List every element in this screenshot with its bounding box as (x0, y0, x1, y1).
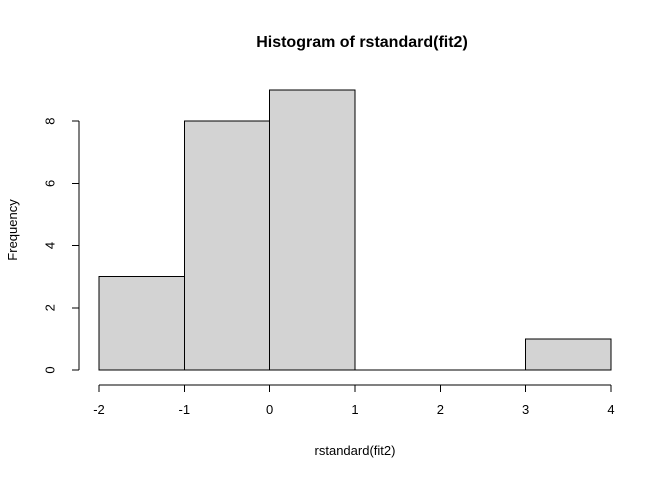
histogram-bar (269, 89, 356, 371)
x-axis: -2 -1 0 1 2 3 4 (93, 384, 615, 417)
y-axis-label: Frequency (5, 199, 20, 261)
y-tick-label: 6 (43, 180, 58, 187)
y-tick-label: 4 (43, 242, 58, 249)
x-tick-label: -1 (179, 402, 191, 417)
y-tick-label: 2 (43, 304, 58, 311)
x-tick-label: -2 (93, 402, 105, 417)
x-axis-label: rstandard(fit2) (315, 443, 396, 458)
y-tick-label: 0 (43, 366, 58, 373)
x-tick-label: 0 (266, 402, 273, 417)
y-tick-label: 8 (43, 117, 58, 124)
x-tick-label: 1 (351, 402, 358, 417)
x-tick-label: 3 (522, 402, 529, 417)
histogram-bar (183, 120, 271, 371)
bars-group (98, 89, 612, 371)
histogram-bar (525, 338, 612, 371)
y-axis: 0 2 4 6 8 (43, 117, 80, 374)
histogram-bar (98, 276, 185, 371)
chart-title: Histogram of rstandard(fit2) (256, 34, 468, 51)
x-tick-label: 2 (437, 402, 444, 417)
x-tick-label: 4 (607, 402, 614, 417)
